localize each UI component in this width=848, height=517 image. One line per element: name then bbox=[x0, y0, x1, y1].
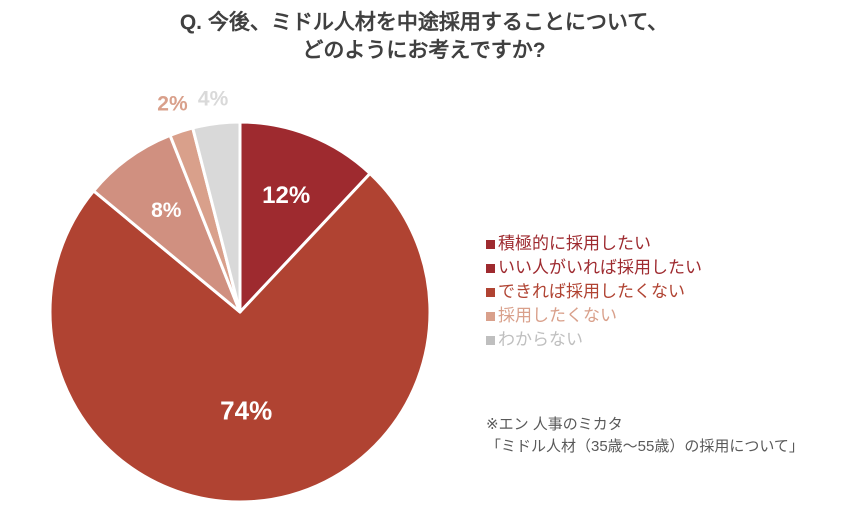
pie-slice bbox=[238, 120, 372, 314]
legend-item: わからない bbox=[486, 328, 702, 352]
pie-data-label: 74% bbox=[220, 396, 272, 426]
pie-data-label: 2% bbox=[157, 93, 188, 116]
legend-label: できれば採用したくない bbox=[498, 282, 685, 301]
pie-slice bbox=[191, 120, 242, 314]
source-note: ※エン 人事のミカタ 「ミドル人材（35歳〜55歳）の採用について」 bbox=[486, 414, 804, 458]
legend-label: 採用したくない bbox=[498, 306, 617, 325]
legend-swatch bbox=[486, 287, 495, 297]
legend-swatch bbox=[486, 239, 495, 249]
legend-label: 積極的に採用したい bbox=[498, 234, 651, 253]
legend-item: いい人がいれば採用したい bbox=[486, 256, 702, 280]
chart-title-line-2: どのようにお考えですか? bbox=[302, 39, 546, 62]
legend-item: 採用したくない bbox=[486, 304, 702, 328]
legend-label: いい人がいれば採用したい bbox=[498, 258, 702, 277]
chart-title-line-1: Q. 今後、ミドル人材を中途採用することについて、 bbox=[179, 11, 669, 34]
source-note-line-2: 「ミドル人材（35歳〜55歳）の採用について」 bbox=[486, 438, 804, 455]
legend-swatch bbox=[486, 263, 495, 273]
pie-slice bbox=[48, 171, 432, 504]
pie-data-label: 8% bbox=[151, 199, 182, 222]
source-note-line-1: ※エン 人事のミカタ bbox=[486, 416, 623, 433]
pie-slice bbox=[92, 133, 242, 314]
pie-data-label: 4% bbox=[198, 87, 229, 110]
legend-swatch bbox=[486, 335, 495, 345]
legend-label: わからない bbox=[498, 330, 583, 349]
legend-item: 積極的に採用したい bbox=[486, 232, 702, 256]
chart-legend: 積極的に採用したい いい人がいれば採用したい できれば採用したくない 採用したく… bbox=[486, 232, 702, 352]
legend-swatch bbox=[486, 311, 495, 321]
legend-item: できれば採用したくない bbox=[486, 280, 702, 304]
pie-data-label: 12% bbox=[262, 182, 310, 209]
